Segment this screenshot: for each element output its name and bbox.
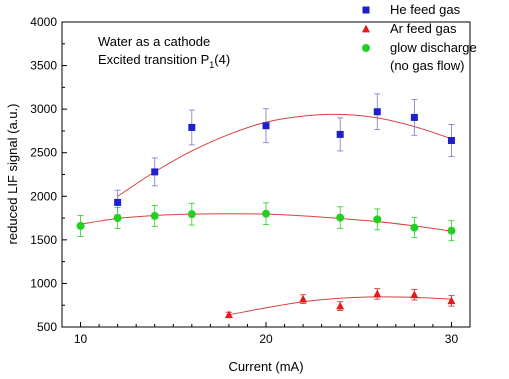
data-point-ar — [410, 290, 419, 299]
data-point-ar — [336, 301, 345, 310]
annotation-line-1: Water as a cathode — [98, 34, 210, 49]
legend-label-he: He feed gas — [390, 2, 461, 17]
data-point-glow — [373, 215, 382, 224]
x-tick-label: 30 — [445, 332, 459, 346]
y-tick-label: 3000 — [30, 102, 57, 116]
data-point-glow — [76, 221, 85, 230]
fit-curve-he — [117, 113, 452, 197]
legend-marker-he — [362, 6, 370, 14]
legend-label-glow-line2: (no gas flow) — [390, 58, 464, 73]
y-tick-label: 4000 — [30, 15, 57, 29]
data-point-glow — [336, 213, 345, 222]
data-point-he — [336, 130, 344, 138]
y-tick-label: 2500 — [30, 146, 57, 160]
legend-label-glow: glow discharge — [390, 40, 477, 55]
data-point-he — [410, 113, 418, 121]
x-axis-title: Current (mA) — [228, 359, 303, 374]
y-tick-label: 1000 — [30, 276, 57, 290]
data-points — [76, 108, 456, 319]
data-point-he — [373, 108, 381, 116]
x-tick-label: 10 — [74, 332, 88, 346]
data-point-glow — [113, 214, 122, 223]
data-point-he — [188, 123, 196, 131]
data-point-glow — [447, 226, 456, 235]
data-point-ar — [447, 296, 456, 305]
data-point-he — [262, 122, 270, 130]
y-tick-label: 1500 — [30, 233, 57, 247]
data-point-glow — [187, 210, 196, 219]
data-point-glow — [410, 223, 419, 232]
annotation-line-2-prefix: Excited transition P — [98, 52, 209, 67]
legend-marker-ar — [362, 24, 370, 33]
data-point-he — [151, 168, 159, 176]
data-point-ar — [224, 310, 233, 319]
legend: He feed gas Ar feed gas glow discharge (no … — [362, 2, 477, 73]
legend-label-ar: Ar feed gas — [390, 21, 457, 36]
data-point-he — [447, 137, 455, 145]
data-point-ar — [373, 289, 382, 298]
data-point-glow — [262, 209, 270, 218]
chart-annotation: Water as a cathode Excited transition P1… — [98, 34, 230, 70]
legend-marker-glow — [362, 44, 370, 52]
data-point-he — [114, 198, 122, 206]
x-tick-label: 20 — [259, 332, 273, 346]
data-point-glow — [150, 211, 159, 220]
annotation-line-2-subscript: 1 — [209, 60, 214, 70]
data-point-ar — [299, 294, 308, 303]
axis-ticks: 500 1000 1500 2000 2500 3000 3500 4000 10 20 30 — [30, 15, 471, 346]
y-tick-label: 500 — [37, 320, 57, 334]
y-axis-title: reduced LIF signal (a.u.) — [5, 104, 20, 245]
annotation-line-2: Excited transition P1(4) — [98, 52, 230, 70]
annotation-line-2-suffix: (4) — [214, 52, 230, 67]
y-tick-label: 2000 — [30, 189, 57, 203]
y-tick-label: 3500 — [30, 59, 57, 73]
